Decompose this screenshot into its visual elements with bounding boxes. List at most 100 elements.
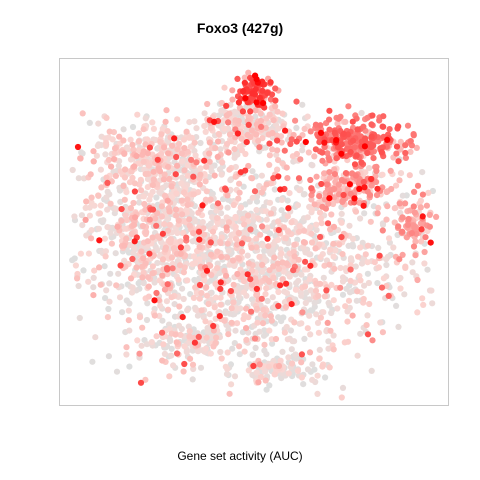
data-point xyxy=(335,191,343,198)
data-point xyxy=(190,230,197,237)
data-point xyxy=(143,229,150,236)
data-point xyxy=(279,259,286,266)
data-point xyxy=(106,298,113,305)
data-point xyxy=(331,171,338,178)
data-point xyxy=(193,125,200,132)
data-point xyxy=(274,147,281,154)
data-point xyxy=(291,319,298,326)
data-point xyxy=(105,305,112,313)
data-point xyxy=(103,174,110,181)
data-point xyxy=(114,223,121,230)
data-point xyxy=(96,237,103,244)
data-point xyxy=(162,118,169,125)
data-point xyxy=(180,189,188,196)
data-point xyxy=(121,174,128,181)
data-point xyxy=(347,190,354,197)
data-point xyxy=(298,359,305,366)
data-point xyxy=(238,135,245,142)
data-point xyxy=(193,159,200,166)
data-point xyxy=(395,223,402,230)
data-point xyxy=(351,195,358,202)
data-point xyxy=(159,256,167,263)
data-point xyxy=(263,208,270,215)
data-point xyxy=(256,144,263,151)
data-point xyxy=(361,143,368,150)
data-point xyxy=(375,264,382,271)
data-point xyxy=(421,260,428,267)
data-point xyxy=(241,79,248,86)
data-point xyxy=(147,192,154,199)
data-point xyxy=(349,137,357,144)
data-point xyxy=(88,235,95,242)
data-point xyxy=(383,256,390,263)
data-point xyxy=(295,175,303,182)
data-point xyxy=(247,276,254,283)
data-point xyxy=(277,357,284,364)
data-point xyxy=(83,198,90,205)
data-point xyxy=(296,187,303,194)
data-point xyxy=(328,281,335,288)
data-point xyxy=(274,260,281,267)
data-point xyxy=(364,312,371,319)
data-point xyxy=(278,207,285,214)
data-point xyxy=(267,79,274,86)
data-point xyxy=(285,370,292,377)
data-point xyxy=(264,235,271,242)
data-point xyxy=(191,118,198,125)
data-point xyxy=(129,284,136,291)
data-point xyxy=(345,242,352,249)
data-point xyxy=(174,116,181,123)
data-point xyxy=(228,319,235,326)
data-point xyxy=(226,390,233,397)
data-point xyxy=(331,265,338,272)
data-point xyxy=(388,185,395,193)
data-point xyxy=(314,319,322,326)
data-point xyxy=(393,150,400,157)
data-point xyxy=(264,297,271,305)
data-point xyxy=(360,295,367,303)
data-point xyxy=(412,238,419,245)
data-point xyxy=(325,338,332,345)
data-point xyxy=(402,149,409,157)
data-point xyxy=(83,232,90,239)
data-point xyxy=(235,255,243,262)
data-point xyxy=(270,274,277,281)
data-point xyxy=(402,264,409,271)
data-point xyxy=(148,339,155,346)
data-point xyxy=(102,151,109,158)
data-point xyxy=(184,277,191,284)
data-point xyxy=(296,228,303,235)
data-point xyxy=(109,136,116,143)
data-point xyxy=(222,363,229,370)
data-point xyxy=(269,130,276,137)
data-point xyxy=(168,294,175,301)
data-point xyxy=(183,234,190,241)
data-point xyxy=(275,288,282,296)
data-point xyxy=(300,239,307,246)
data-point xyxy=(368,182,375,189)
data-point xyxy=(251,335,259,342)
data-point xyxy=(379,220,386,227)
data-point xyxy=(293,150,300,158)
data-point xyxy=(221,84,228,91)
data-point xyxy=(97,166,104,173)
data-point xyxy=(255,215,262,222)
data-point xyxy=(258,123,265,130)
data-point xyxy=(232,213,239,221)
data-point xyxy=(158,203,165,210)
data-point xyxy=(113,282,120,289)
data-point xyxy=(340,130,347,137)
data-point xyxy=(366,192,374,199)
data-point xyxy=(165,150,172,157)
data-point xyxy=(356,185,363,192)
data-point xyxy=(196,236,203,243)
data-point xyxy=(216,166,223,173)
data-point xyxy=(183,209,190,216)
data-point xyxy=(411,209,418,216)
data-point xyxy=(230,281,237,288)
data-point xyxy=(306,251,313,258)
data-point xyxy=(253,198,261,205)
data-point xyxy=(144,300,151,307)
data-point xyxy=(249,194,256,201)
data-point xyxy=(279,160,286,167)
